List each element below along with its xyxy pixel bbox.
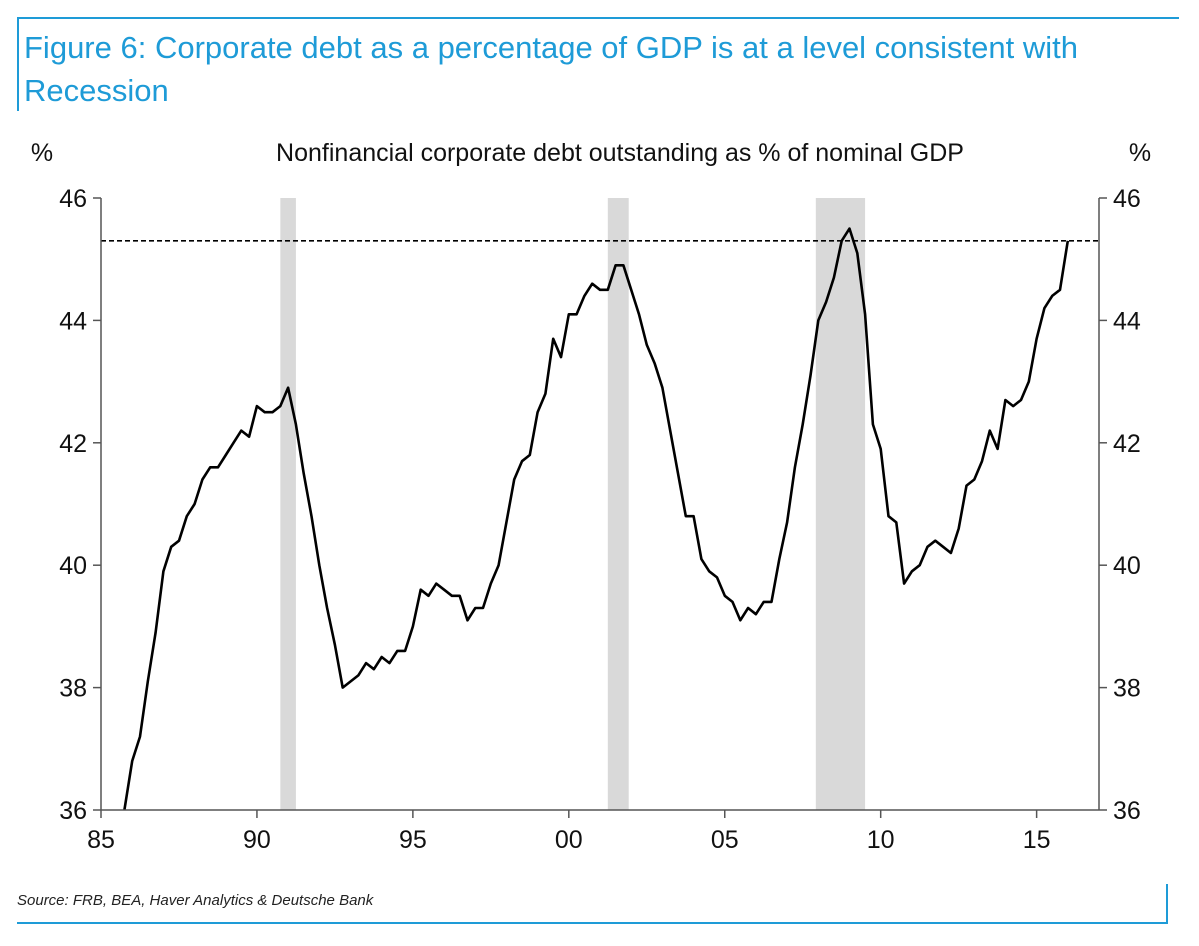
x-tick-label: 00 bbox=[555, 826, 583, 854]
axes bbox=[93, 197, 1107, 818]
recession-band-3 bbox=[815, 198, 866, 810]
recession-band-1 bbox=[280, 198, 296, 810]
y-tick-label-right: 40 bbox=[1113, 552, 1141, 580]
recession-bands bbox=[280, 198, 866, 810]
source-note: Source: FRB, BEA, Haver Analytics & Deut… bbox=[17, 892, 374, 909]
chart-title: Nonfinancial corporate debt outstanding … bbox=[276, 139, 964, 167]
y-tick-label-right: 46 bbox=[1113, 185, 1141, 213]
x-tick-label: 85 bbox=[87, 826, 115, 854]
series-line bbox=[123, 227, 1070, 811]
bottom-rule bbox=[17, 922, 1168, 924]
tick-labels: 36 36 38 38 40 40 42 42 44 44 46 46 85 90 95 00 05 10 15 bbox=[59, 185, 1141, 854]
y-tick-label-left: 36 bbox=[59, 797, 87, 825]
x-tick-label: 90 bbox=[243, 826, 271, 854]
top-rule bbox=[17, 17, 1179, 19]
recession-band-2 bbox=[607, 198, 629, 810]
bottom-accent-bar bbox=[1166, 884, 1168, 924]
y-tick-label-right: 44 bbox=[1113, 307, 1141, 335]
y-tick-label-right: 36 bbox=[1113, 797, 1141, 825]
y-tick-label-left: 42 bbox=[59, 430, 87, 458]
y-tick-label-left: 38 bbox=[59, 675, 87, 703]
y-axis-unit-left: % bbox=[31, 139, 53, 167]
title-accent-bar bbox=[17, 19, 19, 111]
y-tick-label-left: 44 bbox=[59, 307, 87, 335]
x-tick-label: 10 bbox=[867, 826, 895, 854]
y-tick-label-right: 38 bbox=[1113, 675, 1141, 703]
x-tick-label: 95 bbox=[399, 826, 427, 854]
y-axis-unit-right: % bbox=[1129, 139, 1151, 167]
y-tick-label-left: 40 bbox=[59, 552, 87, 580]
x-tick-label: 15 bbox=[1023, 826, 1051, 854]
y-tick-label-right: 42 bbox=[1113, 430, 1141, 458]
figure-title: Figure 6: Corporate debt as a percentage… bbox=[24, 30, 1078, 108]
y-tick-label-left: 46 bbox=[59, 185, 87, 213]
x-tick-label: 05 bbox=[711, 826, 739, 854]
